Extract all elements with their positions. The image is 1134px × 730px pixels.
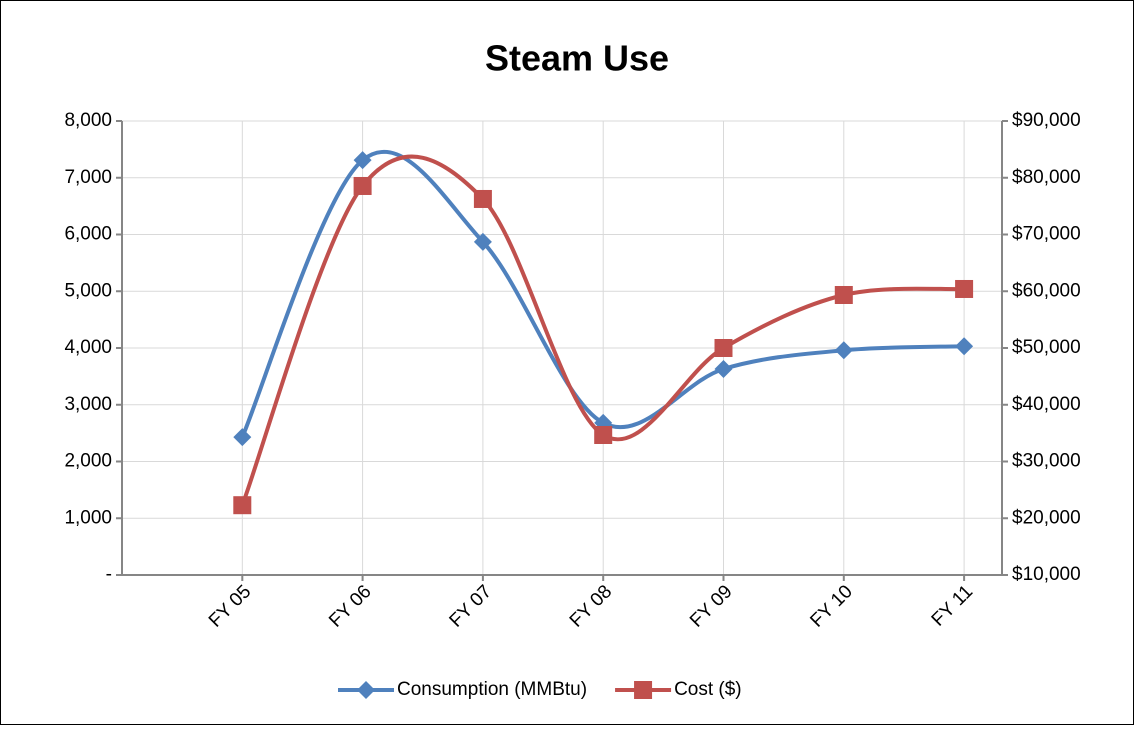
y-tick-label: 5,000	[64, 280, 112, 301]
y2-tick-label: $70,000	[1012, 224, 1081, 245]
data-point	[834, 285, 853, 304]
data-point	[473, 189, 492, 208]
legend-marker	[357, 681, 375, 699]
y2-tick-label: $10,000	[1012, 564, 1081, 585]
chart-title: Steam Use	[485, 38, 669, 79]
y2-tick-label: $80,000	[1012, 167, 1081, 188]
data-point	[233, 496, 252, 515]
y-tick-label: 7,000	[64, 167, 112, 188]
y-tick-label: 3,000	[64, 394, 112, 415]
y2-tick-label: $50,000	[1012, 337, 1081, 358]
data-point	[233, 428, 252, 447]
data-point	[714, 359, 733, 378]
y-tick-label: 2,000	[64, 451, 112, 472]
y-tick-label: 8,000	[64, 110, 112, 131]
y2-tick-label: $40,000	[1012, 394, 1081, 415]
y2-tick-label: $20,000	[1012, 507, 1081, 528]
data-point	[594, 425, 613, 444]
data-point	[714, 339, 733, 357]
data-point	[353, 176, 372, 195]
data-point	[473, 232, 492, 251]
legend-label: Cost ($)	[674, 679, 742, 700]
data-point	[955, 337, 974, 356]
data-point	[834, 341, 853, 360]
legend-marker	[634, 681, 653, 699]
y2-tick-label: $90,000	[1012, 110, 1081, 131]
data-point	[353, 151, 372, 170]
y-tick-label: 4,000	[64, 337, 112, 358]
y2-tick-label: $60,000	[1012, 280, 1081, 301]
y2-tick-label: $30,000	[1012, 451, 1081, 472]
data-point	[955, 279, 974, 298]
legend-label: Consumption (MMBtu)	[397, 679, 587, 700]
y-tick-label: -	[106, 564, 112, 585]
y-tick-label: 6,000	[64, 224, 112, 245]
series-line	[240, 154, 965, 506]
y-tick-label: 1,000	[64, 507, 112, 528]
